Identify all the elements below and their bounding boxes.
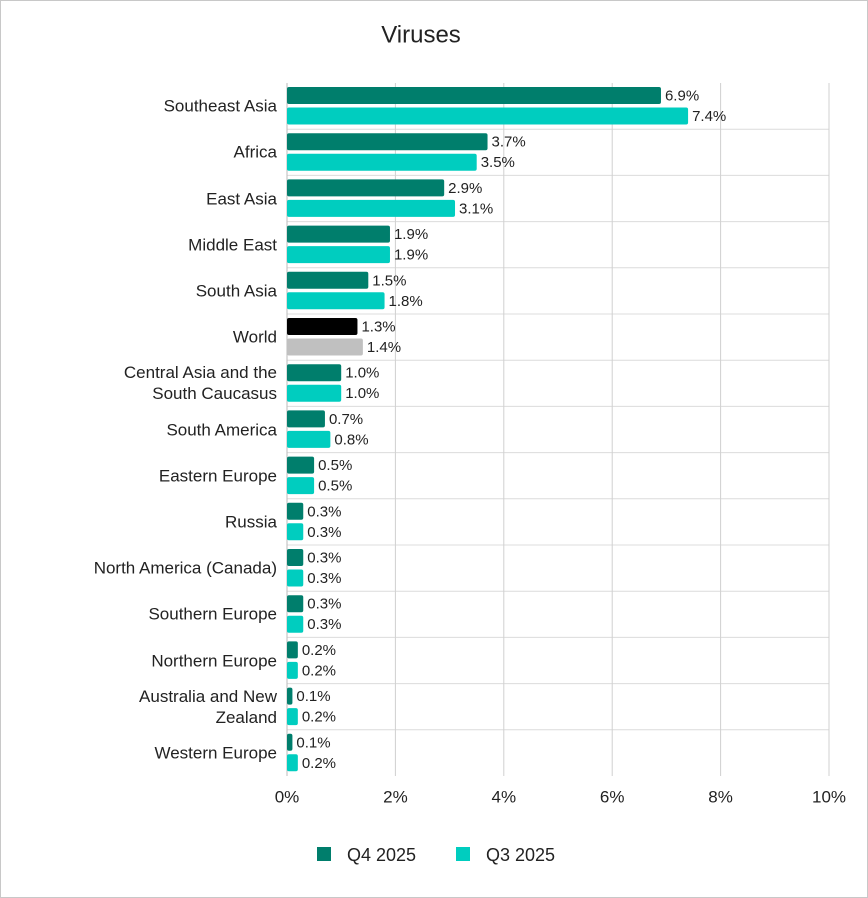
bar: [287, 246, 390, 264]
y-tick-label: Africa: [233, 142, 277, 162]
value-label: 1.5%: [372, 272, 406, 289]
value-label: 3.7%: [492, 134, 526, 151]
bar: [287, 754, 298, 772]
bar: [287, 271, 369, 289]
legend-label: Q3 2025: [486, 845, 555, 865]
bar: [287, 502, 304, 520]
bar: [287, 661, 298, 679]
value-label: 1.4%: [367, 339, 401, 356]
bar: [287, 477, 315, 495]
value-label: 0.8%: [334, 431, 368, 448]
value-label: 0.2%: [302, 662, 336, 679]
bar: [287, 225, 390, 243]
value-label: 0.3%: [307, 596, 341, 613]
value-label: 3.5%: [481, 154, 515, 171]
value-label: 1.0%: [345, 365, 379, 382]
y-tick-label: North America (Canada): [93, 558, 277, 578]
value-label: 0.3%: [307, 524, 341, 541]
y-tick-label: Western Europe: [154, 743, 277, 763]
value-label: 0.1%: [296, 688, 330, 705]
bar: [287, 549, 304, 566]
value-label: 1.9%: [394, 247, 428, 264]
value-label: 0.2%: [302, 709, 336, 726]
bar: [287, 384, 342, 402]
x-tick-label: 6%: [600, 787, 625, 806]
bar: [287, 615, 304, 633]
legend-swatch: [456, 847, 470, 861]
bar: [287, 410, 325, 428]
value-label: 3.1%: [459, 200, 493, 217]
bar: [287, 87, 661, 104]
x-tick-label: 10%: [812, 787, 846, 806]
value-label: 0.3%: [307, 616, 341, 633]
bar: [287, 133, 488, 151]
value-label: 1.8%: [389, 293, 423, 310]
bar: [287, 733, 293, 751]
bar: [287, 338, 363, 356]
y-tick-label: Southeast Asia: [163, 96, 277, 116]
bar: [287, 107, 689, 125]
value-label: 7.4%: [692, 108, 726, 125]
bar: [287, 687, 293, 705]
value-label: 1.9%: [394, 226, 428, 243]
legend-label: Q4 2025: [347, 845, 416, 865]
bar: [287, 153, 477, 171]
y-tick-label: South America: [166, 420, 277, 439]
bar: [287, 430, 331, 448]
y-tick-label: South Asia: [195, 281, 277, 301]
y-tick-label: Middle East: [188, 235, 277, 255]
bar: [287, 523, 304, 541]
bar: [287, 179, 445, 197]
bar: [287, 318, 358, 335]
bar: [287, 569, 304, 587]
value-label: 0.3%: [307, 503, 341, 520]
value-label: 1.3%: [361, 318, 395, 335]
value-label: 6.9%: [665, 87, 699, 104]
legend-swatch: [317, 847, 331, 861]
y-tick-label: World: [232, 327, 277, 347]
value-label: 0.2%: [302, 755, 336, 772]
bar: [287, 708, 298, 726]
chart-title: Viruses: [381, 21, 461, 48]
y-tick-label: Central Asia and the South Caucasus: [123, 363, 277, 404]
bar: [287, 595, 304, 613]
bar: [287, 199, 456, 217]
bar: [287, 292, 385, 310]
x-tick-label: 2%: [383, 787, 408, 806]
value-label: 1.0%: [345, 385, 379, 402]
bar: [287, 456, 315, 474]
value-label: 0.7%: [329, 411, 363, 428]
value-label: 0.1%: [296, 734, 330, 751]
y-tick-label: East Asia: [206, 189, 277, 208]
value-label: 0.5%: [318, 457, 352, 474]
value-label: 0.5%: [318, 478, 352, 495]
x-tick-label: 8%: [708, 787, 733, 806]
value-label: 2.9%: [448, 180, 482, 197]
x-tick-label: 4%: [492, 787, 517, 806]
value-label: 0.3%: [307, 549, 341, 566]
y-tick-label: Eastern Europe: [158, 466, 277, 486]
x-tick-label: 0%: [275, 787, 300, 806]
bar: [287, 364, 342, 382]
y-tick-label: Russia: [225, 512, 277, 532]
y-tick-label: Northern Europe: [151, 651, 277, 670]
y-tick-label: Australia and New Zealand: [139, 686, 277, 727]
bar: [287, 641, 298, 659]
value-label: 0.3%: [307, 570, 341, 587]
y-tick-label: Southern Europe: [148, 604, 277, 624]
value-label: 0.2%: [302, 642, 336, 659]
